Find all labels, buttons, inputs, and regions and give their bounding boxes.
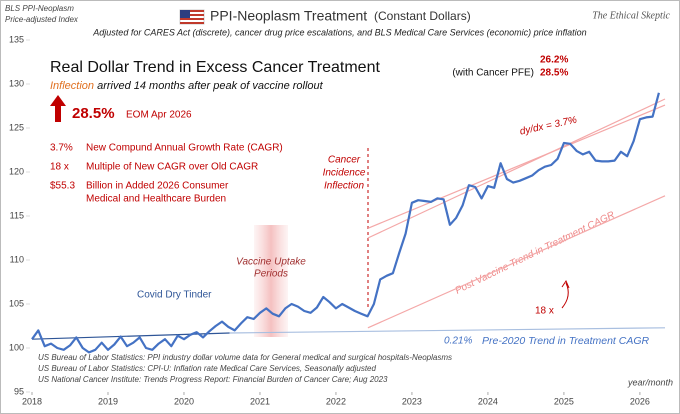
curved-arrow bbox=[561, 282, 569, 309]
x-tick-label: 2020 bbox=[174, 396, 194, 406]
pre-trend-label: Pre-2020 Trend in Treatment CAGR bbox=[482, 335, 650, 347]
stat-label: New Compund Annual Growth Rate (CAGR) bbox=[86, 143, 283, 154]
pfe-top: 26.2% bbox=[540, 55, 568, 66]
y-tick-label: 120 bbox=[9, 166, 24, 176]
stat-value: $55.3 bbox=[50, 181, 75, 192]
trend-line bbox=[367, 98, 666, 239]
source-note: US National Cancer Institute: Trends Pro… bbox=[38, 375, 388, 384]
x-tick-label: 2019 bbox=[98, 396, 118, 406]
x-tick-label: 2026 bbox=[630, 396, 650, 406]
y-tick-label: 115 bbox=[10, 210, 24, 220]
x-tick-label: 2023 bbox=[402, 396, 422, 406]
vaccine-shade bbox=[254, 225, 288, 337]
vaccine-label: Periods bbox=[254, 269, 288, 280]
multiple-label: 18 x bbox=[535, 306, 554, 317]
vaccine-label: Vaccine Uptake bbox=[236, 257, 306, 268]
inflection-note: Inflection arrived 14 months after peak … bbox=[50, 80, 324, 92]
x-tick-label: 2018 bbox=[22, 396, 42, 406]
inflection-label: Cancer bbox=[328, 155, 361, 166]
up-arrow bbox=[50, 95, 66, 122]
trend-line bbox=[229, 327, 666, 334]
stat-value: 18 x bbox=[50, 162, 69, 173]
source-note: US Bureau of Labor Statistics: CPI-U: In… bbox=[38, 364, 376, 373]
pfe-bottom: 28.5% bbox=[540, 68, 568, 79]
y-tick-label: 110 bbox=[10, 254, 24, 264]
brand: The Ethical Skeptic bbox=[592, 10, 670, 21]
stat-label: Medical and Healthcare Burden bbox=[86, 194, 226, 205]
y-tick-label: 125 bbox=[9, 122, 24, 132]
source-note: US Bureau of Labor Statistics: PPI indus… bbox=[38, 353, 452, 362]
x-tick-label: 2022 bbox=[326, 396, 346, 406]
trend-line bbox=[31, 332, 230, 340]
source-label: Price-adjusted Index bbox=[5, 15, 79, 24]
data-line bbox=[31, 92, 660, 354]
source-label: BLS PPI-Neoplasm bbox=[5, 4, 74, 13]
arrow-head bbox=[561, 279, 570, 289]
flag bbox=[179, 9, 205, 25]
trend-line bbox=[367, 195, 666, 329]
y-tick-label: 95 bbox=[14, 386, 24, 396]
stat-label: Billion in Added 2026 Consumer bbox=[86, 181, 229, 192]
pfe-label: (with Cancer PFE) bbox=[452, 68, 534, 79]
covid-label: Covid Dry Tinder bbox=[137, 290, 212, 301]
stat-value: 3.7% bbox=[50, 143, 73, 154]
x-axis-label: year/month bbox=[627, 377, 673, 387]
pre-rate: 0.21% bbox=[444, 336, 472, 347]
subtitle: Adjusted for CARES Act (discrete), cance… bbox=[92, 27, 586, 37]
inflection-rest: arrived 14 months after peak of vaccine … bbox=[94, 80, 324, 92]
x-tick-label: 2021 bbox=[250, 396, 270, 406]
inflection-word: Inflection bbox=[50, 80, 94, 92]
big-value: 28.5% bbox=[72, 105, 115, 122]
stat-label: Multiple of New CAGR over Old CAGR bbox=[86, 162, 258, 173]
x-tick-label: 2025 bbox=[554, 396, 574, 406]
chart-title: PPI-Neoplasm Treatment bbox=[210, 8, 367, 24]
y-tick-label: 130 bbox=[9, 78, 24, 88]
trend-line bbox=[367, 104, 666, 229]
chart-title-suffix: (Constant Dollars) bbox=[374, 9, 471, 23]
y-tick-label: 105 bbox=[9, 298, 24, 308]
y-tick-label: 135 bbox=[9, 34, 24, 44]
inflection-label: Incidence bbox=[323, 168, 366, 179]
x-tick-label: 2024 bbox=[478, 396, 498, 406]
headline: Real Dollar Trend in Excess Cancer Treat… bbox=[50, 59, 380, 76]
inflection-label: Inflection bbox=[324, 181, 364, 192]
big-value-note: EOM Apr 2026 bbox=[126, 110, 192, 121]
y-tick-label: 100 bbox=[9, 342, 24, 352]
